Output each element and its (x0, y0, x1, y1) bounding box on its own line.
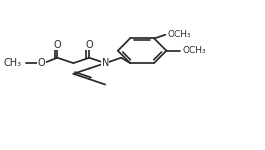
Text: CH₃: CH₃ (3, 58, 21, 68)
Text: O: O (54, 40, 61, 50)
Text: OCH₃: OCH₃ (167, 30, 191, 39)
Text: OCH₃: OCH₃ (182, 46, 206, 55)
Text: N: N (101, 58, 109, 68)
Text: O: O (14, 58, 21, 68)
Text: O: O (86, 40, 93, 50)
Text: O: O (38, 58, 45, 68)
